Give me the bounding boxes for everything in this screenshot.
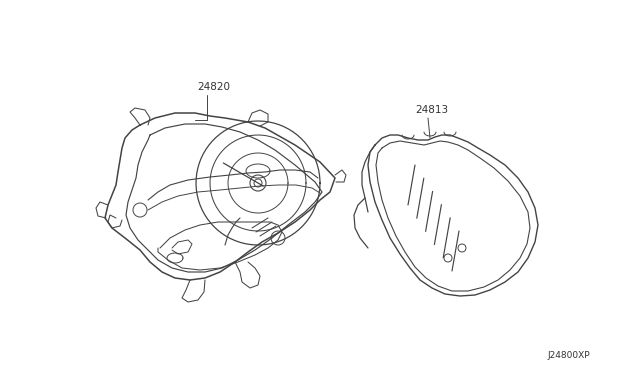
Text: 24813: 24813: [415, 105, 448, 115]
Text: 24820: 24820: [197, 82, 230, 92]
Text: J24800XP: J24800XP: [547, 352, 590, 360]
